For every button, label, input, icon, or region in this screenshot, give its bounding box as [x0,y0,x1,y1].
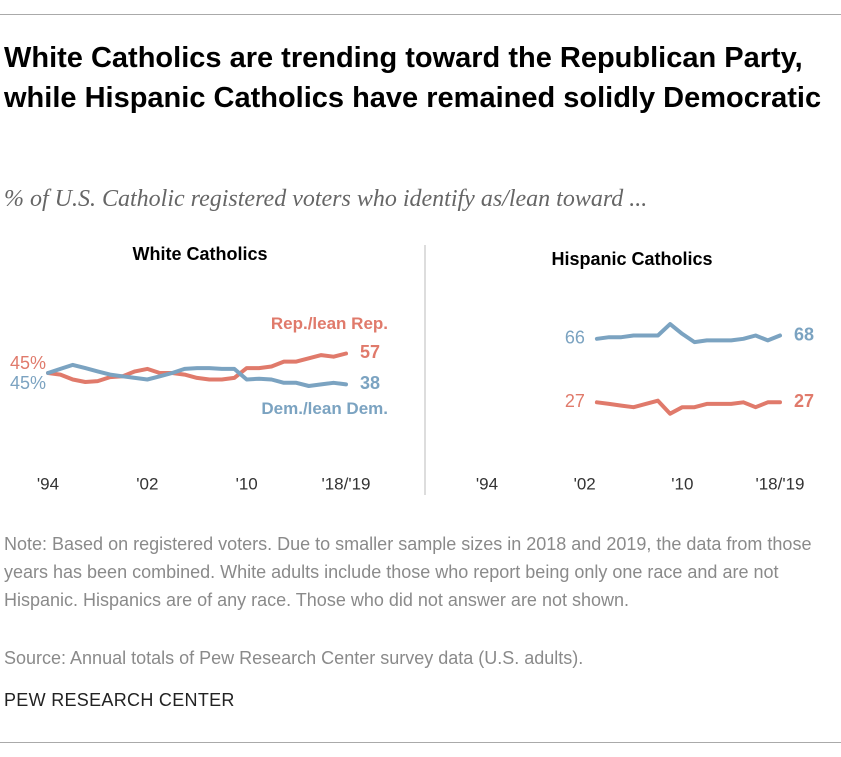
brand: PEW RESEARCH CENTER [4,690,235,710]
x-tick-label: '02 [574,474,596,493]
value-label: 27 [794,391,814,411]
value-label: 66 [565,328,585,348]
note: Note: Based on registered voters. Due to… [4,534,812,610]
series-label: Rep./lean Rep. [271,314,388,333]
top-rule [0,14,841,15]
x-tick-label: '10 [236,474,258,493]
x-tick-label: '18/'19 [755,474,804,493]
value-label: 45% [10,373,46,393]
value-label: 38 [360,373,380,393]
x-tick-label: '94 [37,474,59,493]
value-label: 27 [565,391,585,411]
charts: White Catholics '94 '02 '10 '18/'19 45% 57 Rep.… [10,244,814,495]
subtitle: % of U.S. Catholic registered voters who… [4,186,648,212]
x-tick-label: '02 [136,474,158,493]
page-title: White Catholics are trending toward the … [4,42,822,114]
panel-title: White Catholics [132,244,267,264]
source: Source: Annual totals of Pew Research Ce… [4,648,584,668]
series-label: Dem./lean Dem. [261,399,388,418]
panel-title: Hispanic Catholics [551,249,712,269]
bottom-rule [0,742,841,743]
line [594,398,782,416]
x-tick-label: '18/'19 [321,474,370,493]
x-tick-label: '94 [476,474,498,493]
value-label: 68 [794,324,814,344]
line [594,322,782,345]
x-tick-label: '10 [671,474,693,493]
value-label: 45% [10,353,46,373]
value-label: 57 [360,342,380,362]
line [46,362,348,388]
line [46,351,348,384]
